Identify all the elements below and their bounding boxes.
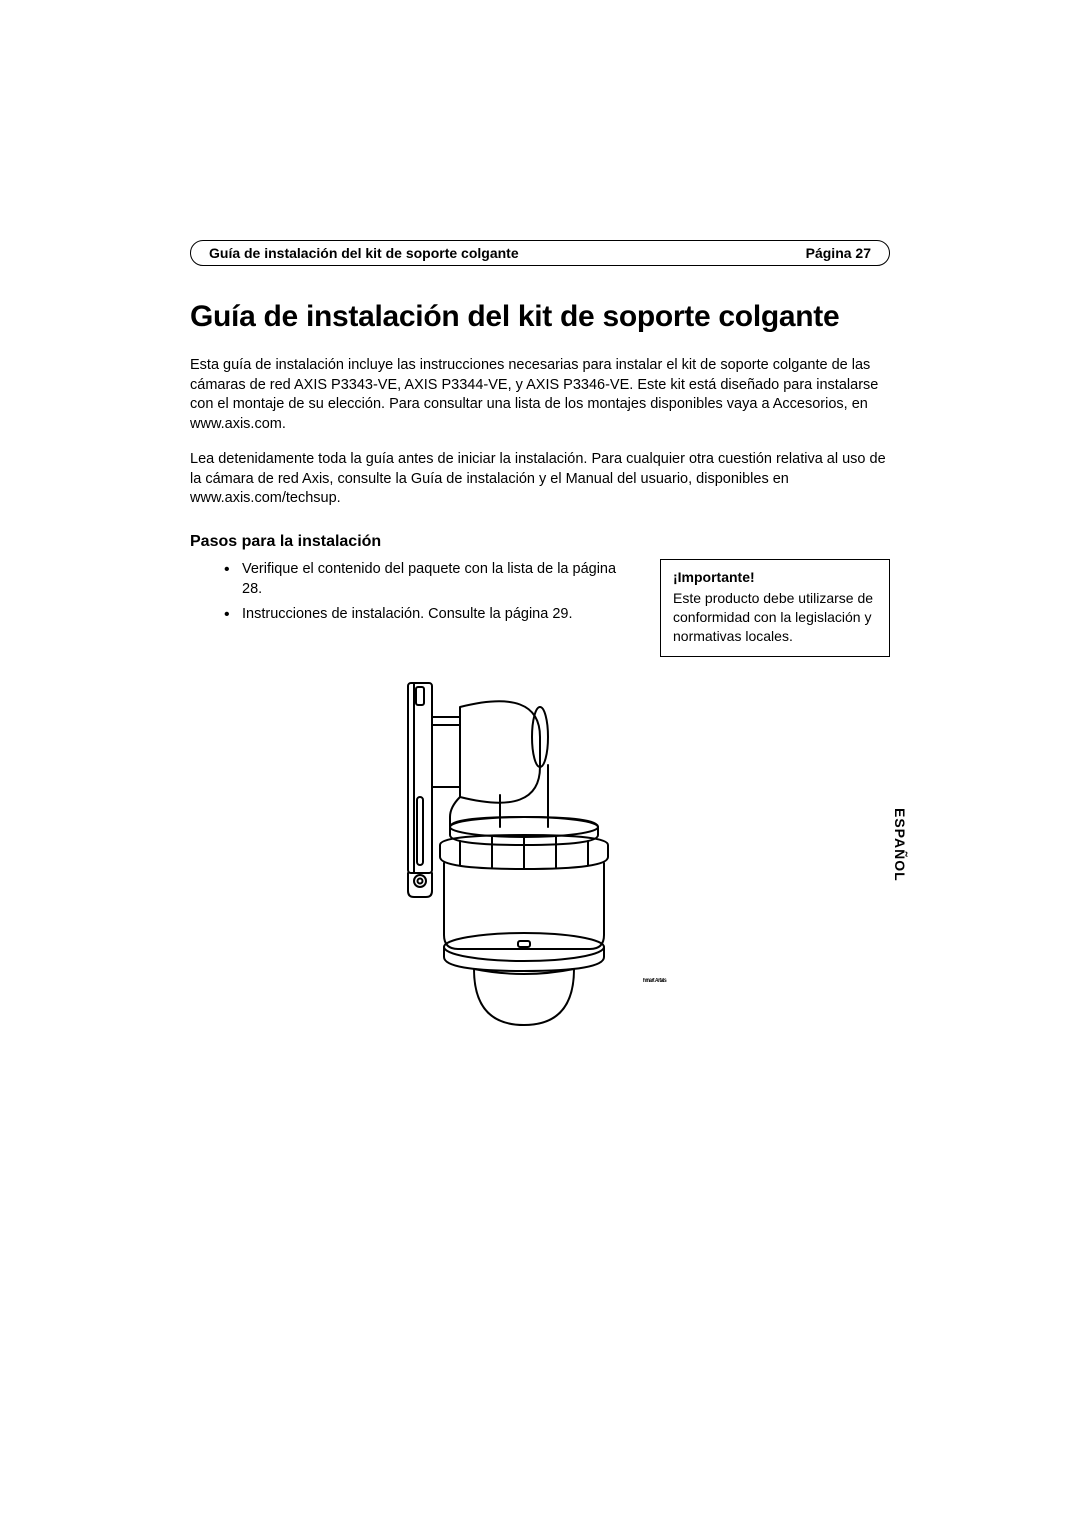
page: Guía de instalación del kit de soporte c…	[0, 0, 1080, 1527]
step-item: Verifique el contenido del paquete con l…	[224, 559, 636, 600]
page-header-bar: Guía de instalación del kit de soporte c…	[190, 240, 890, 266]
steps-list: Verifique el contenido del paquete con l…	[190, 559, 636, 624]
steps-and-notice-row: Verifique el contenido del paquete con l…	[190, 559, 890, 657]
notice-title: ¡Importante!	[673, 568, 877, 587]
language-tab: ESPAÑOL	[892, 808, 908, 882]
intro-paragraph-2: Lea detenidamente toda la guía antes de …	[190, 450, 890, 509]
header-left-text: Guía de instalación del kit de soporte c…	[209, 245, 519, 261]
notice-body: Este producto debe utilizarse de conform…	[673, 590, 873, 644]
step-text: Verifique el contenido del paquete con l…	[242, 561, 616, 597]
step-text: Instrucciones de instalación. Consulte l…	[242, 606, 572, 622]
section-heading-steps: Pasos para la instalación	[190, 533, 890, 551]
steps-column: Verifique el contenido del paquete con l…	[190, 559, 636, 628]
step-item: Instrucciones de instalación. Consulte l…	[224, 604, 636, 624]
scan-artifact-text: hmart Artals	[643, 978, 666, 984]
page-title: Guía de instalación del kit de soporte c…	[190, 300, 890, 334]
product-illustration	[190, 677, 890, 1037]
intro-paragraph-1: Esta guía de instalación incluye las ins…	[190, 356, 890, 434]
header-right-text: Página 27	[806, 245, 871, 261]
important-notice-box: ¡Importante! Este producto debe utilizar…	[660, 559, 890, 657]
